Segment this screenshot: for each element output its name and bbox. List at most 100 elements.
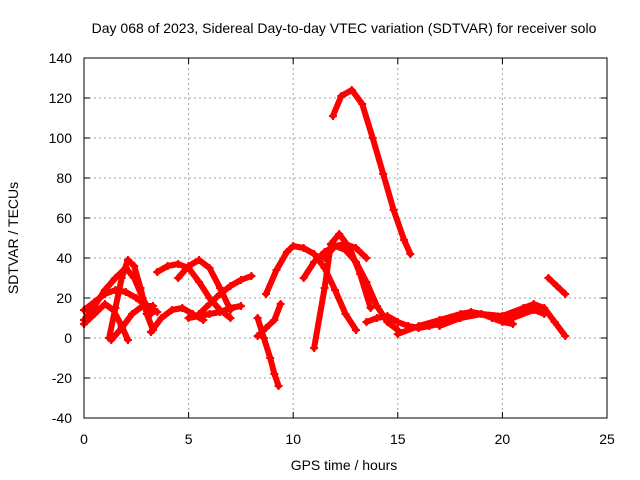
data-point: [400, 236, 409, 244]
data-point: [236, 276, 245, 284]
data-point: [226, 314, 235, 322]
data-point: [142, 310, 151, 318]
data-point: [253, 332, 262, 340]
data-point: [163, 262, 172, 270]
data-point: [351, 258, 360, 266]
data-point: [153, 308, 162, 316]
data-point: [117, 324, 126, 332]
data-point: [184, 314, 193, 322]
data-point: [146, 328, 155, 336]
data-point: [205, 264, 214, 272]
data-point: [406, 250, 415, 258]
data-point: [117, 274, 126, 282]
data-point: [362, 278, 371, 286]
data-point: [335, 230, 344, 238]
data-point: [266, 354, 275, 362]
data-point: [270, 370, 279, 378]
data-point: [372, 302, 381, 310]
data-point: [107, 336, 116, 344]
plot-frame: [83, 57, 608, 419]
data-series: [80, 86, 570, 390]
data-point: [299, 244, 308, 252]
data-point: [226, 304, 235, 312]
data-point: [299, 274, 308, 282]
y-tick-label: 20: [56, 290, 72, 306]
markers-arc-11: [262, 242, 360, 334]
y-tick-label: 0: [64, 330, 72, 346]
data-point: [100, 286, 109, 294]
x-tick-label: 25: [599, 431, 615, 447]
data-point: [215, 308, 224, 316]
series-arc-21: [447, 307, 548, 321]
data-point: [289, 242, 298, 250]
series-arc-17: [329, 87, 414, 257]
y-tick-label: -20: [52, 370, 72, 386]
data-point: [328, 112, 337, 120]
data-point: [247, 272, 256, 280]
y-axis-label: SDTVAR / TECUs: [5, 182, 21, 294]
data-point: [282, 248, 291, 256]
data-point: [393, 318, 402, 326]
data-point: [167, 306, 176, 314]
data-point: [274, 382, 283, 390]
markers-arc-21: [446, 306, 549, 322]
data-point: [544, 274, 553, 282]
data-point: [414, 322, 423, 330]
x-tick-label: 0: [80, 431, 88, 447]
data-point: [341, 310, 350, 318]
data-point: [121, 288, 130, 296]
data-point: [100, 300, 109, 308]
series-arc-11: [263, 243, 359, 333]
y-tick-label: 60: [56, 210, 72, 226]
data-point: [195, 310, 204, 318]
data-point: [174, 274, 183, 282]
data-point: [259, 334, 268, 342]
y-tick-label: 100: [49, 130, 73, 146]
grid-lines: [84, 58, 607, 418]
data-point: [435, 322, 444, 330]
series-arc-13: [254, 301, 284, 339]
y-tick-label: 140: [49, 50, 73, 66]
markers-arc-22: [544, 274, 570, 298]
data-point: [540, 310, 549, 318]
axis-ticks: 0 5 10 15 20 25 -40 -20 0 20 40 60 80 100 120 140: [49, 50, 615, 447]
markers-arc-10: [195, 272, 256, 318]
data-point: [372, 314, 381, 322]
data-point: [446, 314, 455, 322]
data-point: [205, 310, 214, 318]
data-point: [136, 284, 145, 292]
data-point: [157, 314, 166, 322]
data-point: [262, 324, 271, 332]
data-point: [123, 336, 132, 344]
data-point: [561, 332, 570, 340]
data-point: [184, 262, 193, 270]
data-point: [215, 290, 224, 298]
y-tick-label: 120: [49, 90, 73, 106]
data-point: [90, 302, 99, 310]
data-point: [130, 262, 139, 270]
data-point: [153, 268, 162, 276]
data-point: [205, 300, 214, 308]
markers-arc-7: [174, 256, 235, 314]
data-point: [138, 302, 147, 310]
data-point: [561, 290, 570, 298]
data-point: [550, 318, 559, 326]
data-point: [174, 260, 183, 268]
data-point: [310, 258, 319, 266]
data-point: [320, 254, 329, 262]
data-point: [272, 266, 281, 274]
series-arc-4: [106, 257, 156, 341]
data-point: [366, 304, 375, 312]
data-point: [253, 314, 262, 322]
data-point: [529, 306, 538, 314]
markers-arc-13: [253, 300, 285, 340]
data-point: [149, 302, 158, 310]
markers-arc-12: [253, 314, 283, 390]
markers-arc-5: [107, 302, 158, 344]
data-point: [337, 92, 346, 100]
chart-title: Day 068 of 2023, Sidereal Day-to-day VTE…: [92, 20, 597, 36]
data-point: [347, 86, 356, 94]
data-point: [236, 302, 245, 310]
data-point: [276, 300, 285, 308]
x-tick-label: 5: [185, 431, 193, 447]
